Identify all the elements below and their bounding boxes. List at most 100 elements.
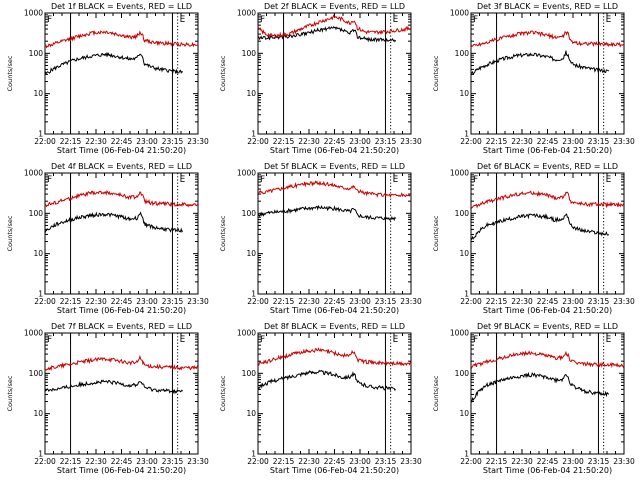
events-series-line [470,371,610,403]
x-tick-label: 23:00 [562,297,584,306]
panel-title: Det 1f BLACK = Events, RED = LLD [51,2,192,11]
x-tick-label: 22:30 [298,297,320,306]
x-tick-label: 23:15 [588,297,610,306]
detector-panel: Det 8f BLACK = Events, RED = LLD 1 10 100 10… [219,322,422,475]
x-tick-label: 22:45 [111,457,133,466]
x-tick-label: 22:45 [111,137,133,146]
x-tick-label: 22:15 [60,137,82,146]
time-marker-label: F [260,175,265,185]
y-tick-label: 100 [29,369,44,378]
x-axis-label: Start Time (06-Feb-04 21:50:20) [483,146,612,155]
y-axis-label: Counts/sec [432,375,440,411]
x-tick-label: 23:15 [375,457,397,466]
x-tick-label: 22:45 [537,297,559,306]
panel-title: Det 2f BLACK = Events, RED = LLD [264,2,405,11]
y-tick-label: 1 [251,130,256,139]
detector-panel: Det 1f BLACK = Events, RED = LLD 1 10 100 10… [6,2,209,155]
x-tick-label: 22:15 [273,137,295,146]
events-series-line [470,213,610,240]
y-tick-label: 1000 [450,329,469,338]
x-tick-label: 22:00 [460,297,482,306]
x-axis-label: Start Time (06-Feb-04 21:50:20) [483,466,612,475]
detector-panel: Det 7f BLACK = Events, RED = LLD 1 10 100 10… [6,322,209,475]
lld-series-line [44,354,199,372]
x-tick-label: 22:00 [247,137,269,146]
y-tick-label: 10 [33,249,43,258]
y-tick-label: 1 [38,130,43,139]
x-tick-label: 23:15 [588,137,610,146]
time-marker-label: F [473,335,478,345]
x-axis-label: Start Time (06-Feb-04 21:50:20) [57,146,186,155]
y-axis-label: Counts/sec [219,55,227,91]
y-tick-label: 100 [242,209,257,218]
x-tick-label: 23:15 [375,137,397,146]
x-tick-label: 23:30 [187,137,209,146]
x-tick-label: 22:00 [34,457,56,466]
x-tick-label: 22:30 [511,297,533,306]
y-tick-label: 1 [251,450,256,459]
time-marker-label: F [473,15,478,25]
detector-panel: Det 5f BLACK = Events, RED = LLD 1 10 100 10… [219,162,422,315]
x-tick-label: 23:00 [136,137,158,146]
panel-title: Det 8f BLACK = Events, RED = LLD [264,322,405,331]
x-axis-label: Start Time (06-Feb-04 21:50:20) [270,306,399,315]
x-tick-label: 23:30 [400,297,422,306]
time-marker-label: E [606,15,612,25]
x-tick-label: 22:30 [85,457,107,466]
events-series-line [257,25,397,44]
time-marker-label: E [180,15,186,25]
x-tick-label: 22:30 [298,457,320,466]
x-tick-label: 23:15 [588,457,610,466]
x-tick-label: 23:00 [136,297,158,306]
y-axis-label: Counts/sec [6,375,14,411]
y-tick-label: 10 [33,409,43,418]
panel-title: Det 6f BLACK = Events, RED = LLD [477,162,618,171]
y-tick-label: 1 [464,130,469,139]
detector-panel: Det 4f BLACK = Events, RED = LLD 1 10 100 10… [6,162,209,315]
time-marker-label: F [47,175,52,185]
y-axis-label: Counts/sec [432,215,440,251]
time-marker-label: F [473,175,478,185]
y-tick-label: 100 [242,49,257,58]
y-axis-label: Counts/sec [6,215,14,251]
x-tick-label: 23:30 [400,457,422,466]
x-tick-label: 22:45 [324,137,346,146]
time-marker-label: E [393,15,399,25]
x-tick-label: 22:15 [486,137,508,146]
x-tick-label: 22:15 [486,297,508,306]
y-tick-label: 100 [455,49,470,58]
x-tick-label: 23:15 [162,137,184,146]
y-tick-label: 1 [464,450,469,459]
y-tick-label: 1000 [237,169,256,178]
x-tick-label: 23:30 [613,137,635,146]
detector-panel: Det 2f BLACK = Events, RED = LLD 1 10 100 10… [219,2,422,155]
x-axis-label: Start Time (06-Feb-04 21:50:20) [57,306,186,315]
lld-series-line [470,350,625,369]
time-marker-label: E [606,175,612,185]
x-axis-label: Start Time (06-Feb-04 21:50:20) [57,466,186,475]
x-axis-label: Start Time (06-Feb-04 21:50:20) [483,306,612,315]
x-tick-label: 22:00 [460,457,482,466]
time-marker-label: F [260,15,265,25]
plot-frame [257,172,412,295]
y-tick-label: 1000 [450,9,469,18]
y-tick-label: 10 [459,249,469,258]
plot-frame [257,332,412,455]
x-tick-label: 22:30 [85,137,107,146]
x-tick-label: 23:15 [375,297,397,306]
y-tick-label: 10 [246,89,256,98]
y-tick-label: 100 [455,369,470,378]
x-tick-label: 23:30 [613,457,635,466]
y-tick-label: 100 [455,209,470,218]
lld-series-line [257,347,412,367]
panel-title: Det 4f BLACK = Events, RED = LLD [51,162,192,171]
x-tick-label: 22:15 [273,457,295,466]
y-tick-label: 100 [29,49,44,58]
x-tick-label: 22:45 [111,297,133,306]
x-tick-label: 22:00 [247,297,269,306]
x-tick-label: 22:15 [60,457,82,466]
x-tick-label: 22:30 [511,137,533,146]
panel-title: Det 7f BLACK = Events, RED = LLD [51,322,192,331]
lld-series-line [257,180,412,199]
